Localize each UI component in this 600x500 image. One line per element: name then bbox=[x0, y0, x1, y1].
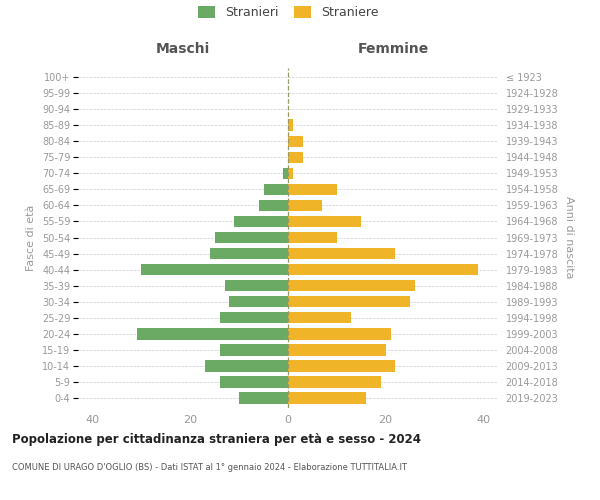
Y-axis label: Anni di nascita: Anni di nascita bbox=[564, 196, 574, 279]
Bar bbox=[263, 184, 288, 195]
Bar bbox=[234, 216, 288, 227]
Y-axis label: Fasce di età: Fasce di età bbox=[26, 204, 37, 270]
Bar bbox=[288, 296, 410, 308]
Bar bbox=[288, 392, 366, 404]
Bar bbox=[288, 120, 293, 131]
Text: COMUNE DI URAGO D'OGLIO (BS) - Dati ISTAT al 1° gennaio 2024 - Elaborazione TUTT: COMUNE DI URAGO D'OGLIO (BS) - Dati ISTA… bbox=[12, 462, 407, 471]
Bar bbox=[224, 280, 288, 291]
Bar bbox=[288, 152, 302, 163]
Text: Popolazione per cittadinanza straniera per età e sesso - 2024: Popolazione per cittadinanza straniera p… bbox=[12, 432, 421, 446]
Bar bbox=[288, 232, 337, 243]
Bar bbox=[142, 264, 288, 276]
Bar bbox=[288, 280, 415, 291]
Legend: Stranieri, Straniere: Stranieri, Straniere bbox=[197, 6, 379, 20]
Bar bbox=[259, 200, 288, 211]
Bar bbox=[288, 376, 381, 388]
Bar bbox=[283, 168, 288, 179]
Bar bbox=[215, 232, 288, 243]
Bar bbox=[288, 312, 352, 324]
Bar bbox=[220, 312, 288, 324]
Text: Femmine: Femmine bbox=[358, 42, 428, 56]
Bar bbox=[288, 248, 395, 260]
Bar bbox=[288, 264, 478, 276]
Bar bbox=[210, 248, 288, 260]
Bar bbox=[288, 360, 395, 372]
Bar bbox=[220, 376, 288, 388]
Bar bbox=[229, 296, 288, 308]
Bar bbox=[239, 392, 288, 404]
Bar bbox=[288, 168, 293, 179]
Bar bbox=[205, 360, 288, 372]
Bar bbox=[288, 184, 337, 195]
Bar bbox=[288, 200, 322, 211]
Bar bbox=[137, 328, 288, 340]
Bar bbox=[288, 344, 386, 356]
Bar bbox=[288, 216, 361, 227]
Bar bbox=[288, 136, 302, 147]
Bar bbox=[288, 328, 391, 340]
Text: Maschi: Maschi bbox=[156, 42, 210, 56]
Bar bbox=[220, 344, 288, 356]
